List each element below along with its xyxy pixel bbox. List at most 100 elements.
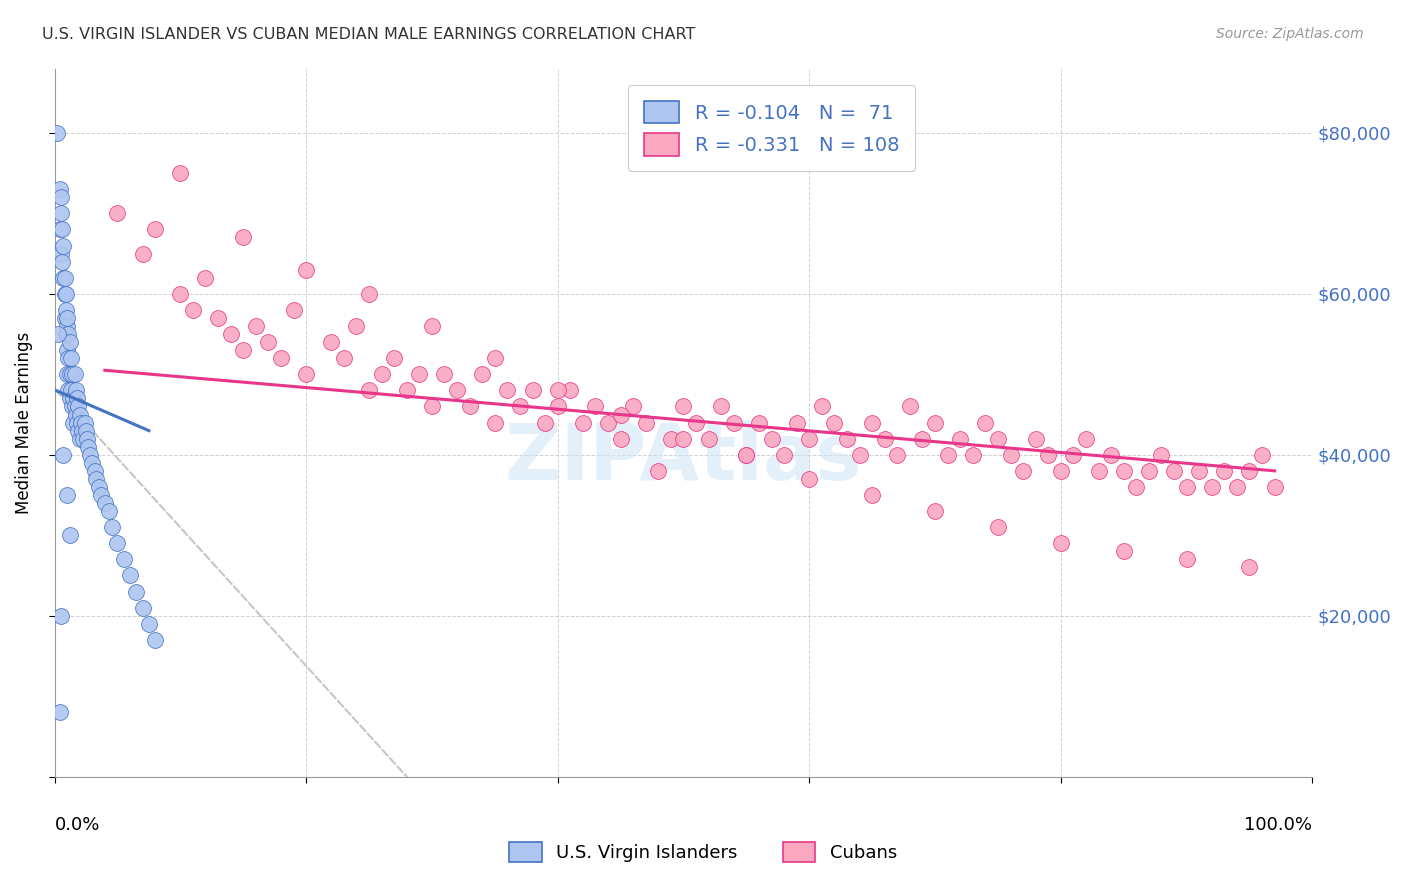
Point — [433, 368, 456, 382]
Point — [79, 448, 101, 462]
Point — [75, 424, 97, 438]
Point — [936, 448, 959, 462]
Point — [1264, 480, 1286, 494]
Point — [1125, 480, 1147, 494]
Point — [66, 416, 89, 430]
Point — [60, 400, 83, 414]
Point — [62, 416, 84, 430]
Point — [55, 327, 77, 342]
Point — [647, 464, 669, 478]
Point — [1150, 448, 1173, 462]
Point — [232, 230, 254, 244]
Point — [974, 416, 997, 430]
Point — [84, 472, 107, 486]
Point — [987, 432, 1010, 446]
Point — [823, 416, 845, 430]
Point — [94, 496, 117, 510]
Point — [1112, 544, 1135, 558]
Point — [295, 262, 318, 277]
Point — [51, 222, 73, 236]
Point — [735, 448, 758, 462]
Point — [420, 400, 443, 414]
Point — [357, 286, 380, 301]
Point — [420, 318, 443, 333]
Point — [1163, 464, 1185, 478]
Point — [55, 302, 77, 317]
Point — [609, 432, 631, 446]
Point — [1012, 464, 1035, 478]
Point — [46, 327, 69, 342]
Point — [60, 368, 83, 382]
Point — [735, 448, 758, 462]
Point — [811, 400, 834, 414]
Point — [65, 408, 87, 422]
Point — [1239, 464, 1261, 478]
Point — [232, 343, 254, 358]
Point — [73, 416, 96, 430]
Point — [58, 327, 80, 342]
Point — [395, 384, 418, 398]
Point — [509, 400, 531, 414]
Point — [194, 270, 217, 285]
Point — [83, 464, 105, 478]
Point — [65, 384, 87, 398]
Point — [181, 302, 204, 317]
Point — [70, 424, 93, 438]
Point — [1137, 464, 1160, 478]
Point — [761, 432, 783, 446]
Point — [672, 400, 695, 414]
Point — [56, 318, 79, 333]
Point — [898, 400, 921, 414]
Text: 100.0%: 100.0% — [1244, 815, 1312, 833]
Text: 0.0%: 0.0% — [55, 815, 100, 833]
Point — [97, 504, 120, 518]
Point — [52, 448, 75, 462]
Point — [53, 286, 76, 301]
Point — [484, 416, 506, 430]
Point — [572, 416, 595, 430]
Point — [471, 368, 494, 382]
Point — [446, 384, 468, 398]
Point — [911, 432, 934, 446]
Point — [1074, 432, 1097, 446]
Point — [101, 520, 124, 534]
Point — [634, 416, 657, 430]
Point — [58, 351, 80, 366]
Legend: R = -0.104   N =  71, R = -0.331   N = 108: R = -0.104 N = 71, R = -0.331 N = 108 — [628, 86, 914, 171]
Point — [59, 384, 82, 398]
Point — [786, 416, 808, 430]
Point — [1251, 448, 1274, 462]
Point — [52, 238, 75, 252]
Point — [860, 416, 883, 430]
Point — [949, 432, 972, 446]
Point — [143, 222, 166, 236]
Point — [1087, 464, 1109, 478]
Point — [710, 400, 733, 414]
Point — [886, 448, 908, 462]
Point — [107, 206, 129, 220]
Point — [138, 616, 160, 631]
Point — [48, 222, 70, 236]
Point — [962, 448, 984, 462]
Point — [1201, 480, 1223, 494]
Point — [924, 504, 946, 518]
Point — [408, 368, 430, 382]
Point — [63, 368, 86, 382]
Point — [169, 166, 191, 180]
Point — [321, 335, 343, 350]
Point — [112, 552, 135, 566]
Point — [53, 310, 76, 325]
Point — [799, 472, 821, 486]
Point — [51, 254, 73, 268]
Point — [534, 416, 557, 430]
Point — [987, 520, 1010, 534]
Point — [1239, 560, 1261, 574]
Point — [1038, 448, 1060, 462]
Point — [257, 335, 280, 350]
Point — [1213, 464, 1236, 478]
Point — [1112, 464, 1135, 478]
Point — [270, 351, 292, 366]
Point — [458, 400, 481, 414]
Point — [70, 416, 93, 430]
Point — [484, 351, 506, 366]
